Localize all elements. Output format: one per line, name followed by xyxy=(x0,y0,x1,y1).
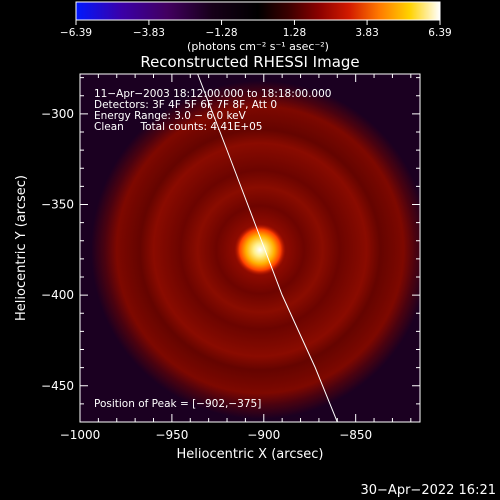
x-tick-label: −900 xyxy=(247,428,280,442)
chart-title: Reconstructed RHESSI Image xyxy=(140,53,359,71)
colorbar-tick-label: −3.83 xyxy=(133,27,165,39)
y-axis-label: Heliocentric Y (arcsec) xyxy=(14,175,29,321)
plot-frame xyxy=(79,73,421,423)
solar-limb-curve xyxy=(197,74,338,422)
x-tick-label: −950 xyxy=(155,428,188,442)
colorbar-units-label: (photons cm⁻² s⁻¹ asec⁻²) xyxy=(187,40,329,53)
info-line: Detectors: 3F 4F 5F 6F 7F 8F, Att 0 xyxy=(94,99,277,111)
axis-ticks: −1000 −950 −900 −850 −300 −350 −400 −450 xyxy=(41,74,420,442)
info-block: 11−Apr−2003 18:12:00.000 to 18:18:00.000… xyxy=(94,88,331,133)
colorbar-tick-label: 1.28 xyxy=(283,27,306,39)
info-line: 11−Apr−2003 18:12:00.000 to 18:18:00.000 xyxy=(94,88,331,100)
x-axis-label: Heliocentric X (arcsec) xyxy=(177,447,324,462)
y-tick-label: −350 xyxy=(41,198,74,212)
info-line: Energy Range: 3.0 − 6.0 keV xyxy=(94,110,247,122)
colorbar-ticks: −6.39 −3.83 −1.28 1.28 3.83 6.39 xyxy=(60,20,452,39)
x-tick-label: −1000 xyxy=(60,428,101,442)
timestamp: 30−Apr−2022 16:21 xyxy=(361,483,497,498)
colorbar-frame xyxy=(75,1,441,21)
info-line: Clean Total counts: 4.41E+05 xyxy=(94,121,263,133)
x-tick-label: −850 xyxy=(339,428,372,442)
colorbar-tick-label: 3.83 xyxy=(355,27,378,39)
colorbar xyxy=(76,2,440,20)
peak-source xyxy=(234,224,286,276)
y-tick-label: −400 xyxy=(41,288,74,302)
peak-position-label: Position of Peak = [−902,−375] xyxy=(94,398,261,410)
y-tick-label: −450 xyxy=(41,379,74,393)
colorbar-tick-label: 6.39 xyxy=(428,27,451,39)
y-tick-label: −300 xyxy=(41,107,74,121)
colorbar-tick-label: −6.39 xyxy=(60,27,92,39)
colorbar-tick-label: −1.28 xyxy=(205,27,237,39)
